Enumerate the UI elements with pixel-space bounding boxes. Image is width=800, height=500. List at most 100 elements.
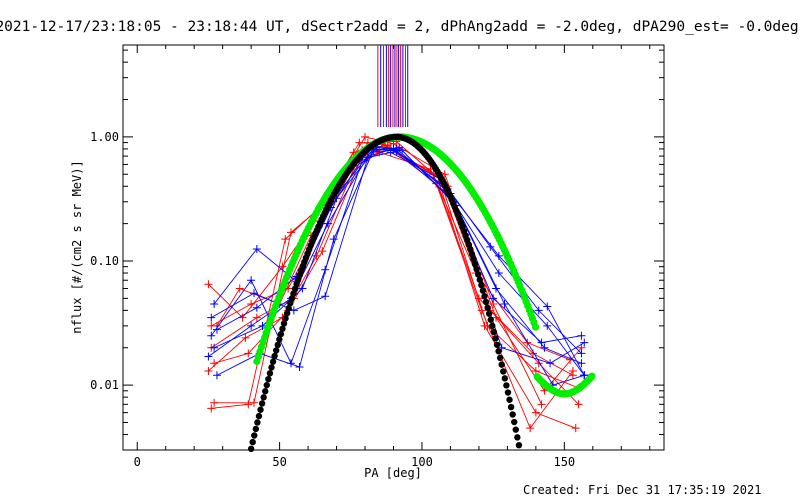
series-8-line bbox=[213, 145, 585, 376]
created-timestamp: Created: Fri Dec 31 17:35:19 2021 bbox=[523, 483, 761, 497]
series-16-point bbox=[504, 389, 512, 396]
series-8-point-1 bbox=[252, 244, 261, 253]
series-16-point bbox=[287, 300, 294, 307]
series-6-line bbox=[211, 140, 582, 392]
series-16-point bbox=[503, 382, 510, 389]
x-tick-label-100: 100 bbox=[411, 455, 433, 469]
series-4-point-0 bbox=[204, 366, 213, 375]
series-10-point-2 bbox=[295, 362, 304, 371]
series-0-point-8 bbox=[529, 349, 538, 358]
series-5-point-1 bbox=[235, 284, 244, 293]
series-16-point bbox=[496, 354, 504, 362]
series-16-point bbox=[511, 418, 518, 426]
series-3-point-8 bbox=[537, 400, 546, 409]
series-6-point-7 bbox=[492, 313, 501, 322]
series-16-point bbox=[509, 411, 516, 418]
series-9-point-9 bbox=[577, 331, 586, 340]
series-14-point-7 bbox=[494, 269, 503, 278]
series-2-point-0 bbox=[207, 404, 216, 413]
series-10-point-0 bbox=[212, 371, 221, 380]
series-1-point-9 bbox=[574, 400, 583, 409]
series-16-point bbox=[285, 305, 292, 312]
series-13-point-9 bbox=[577, 359, 586, 368]
series-12-point-5 bbox=[398, 146, 407, 155]
series-16-point bbox=[255, 412, 263, 420]
series-9-point-8 bbox=[537, 338, 546, 347]
series-16-point bbox=[481, 293, 488, 300]
series-16-point bbox=[288, 295, 296, 302]
series-16-point bbox=[252, 425, 260, 433]
series-16-point bbox=[263, 381, 270, 389]
y-tick-label-2: 0.01 bbox=[90, 378, 119, 392]
series-13-point-7 bbox=[492, 284, 501, 293]
series-12-point-0 bbox=[210, 343, 219, 352]
series-16-point bbox=[471, 260, 479, 268]
series-2-point-1 bbox=[244, 400, 253, 409]
series-16-point bbox=[507, 403, 515, 411]
x-tick-label-150: 150 bbox=[553, 455, 575, 469]
series-2-point-2 bbox=[281, 235, 290, 244]
series-4-point-9 bbox=[568, 366, 577, 375]
series-0-point-1 bbox=[238, 313, 247, 322]
series-16-point bbox=[478, 281, 485, 289]
series-15-point bbox=[531, 323, 540, 331]
series-16-point bbox=[490, 328, 498, 336]
series-14-line bbox=[216, 148, 585, 376]
series-16-point bbox=[501, 375, 509, 382]
series-16-point bbox=[276, 336, 283, 343]
x-axis-label: PA [deg] bbox=[364, 466, 422, 480]
series-16-point bbox=[262, 388, 269, 395]
series-7-line bbox=[213, 147, 579, 389]
series-9-point-7 bbox=[489, 294, 498, 303]
chart-title: 2021-12-17/23:18:05 - 23:18:44 UT, dSect… bbox=[0, 19, 799, 35]
series-16-point bbox=[265, 375, 272, 383]
series-16-point bbox=[493, 341, 501, 348]
series-16-point bbox=[498, 361, 505, 368]
series-12-line bbox=[213, 147, 585, 386]
series-16-point bbox=[514, 434, 521, 441]
series-11-point-2 bbox=[289, 306, 298, 315]
series-16-point bbox=[475, 271, 482, 278]
series-14-point-0 bbox=[212, 325, 221, 334]
series-3-point-2 bbox=[286, 228, 295, 237]
series-16-point bbox=[283, 310, 291, 317]
series-10-point-3 bbox=[329, 235, 338, 244]
series-7-point-0 bbox=[210, 359, 219, 368]
series-16-point bbox=[258, 400, 266, 407]
series-0-point-2 bbox=[278, 262, 287, 271]
series-10-point-9 bbox=[580, 338, 589, 347]
series-16-point bbox=[512, 426, 519, 433]
series-12-point-2 bbox=[298, 284, 307, 293]
series-10-point-8 bbox=[546, 359, 555, 368]
series-9-point-0 bbox=[207, 331, 216, 340]
series-6-point-1 bbox=[252, 313, 261, 322]
x-tick-label-0: 0 bbox=[134, 455, 141, 469]
series-16-point bbox=[249, 438, 256, 446]
series-1-line bbox=[211, 145, 579, 405]
series-16-point bbox=[271, 352, 278, 360]
series-16-point bbox=[266, 370, 274, 377]
series-10-point-7 bbox=[497, 343, 506, 352]
series-14-point-9 bbox=[580, 371, 589, 380]
series-16-point bbox=[277, 330, 285, 338]
series-16-point bbox=[467, 246, 474, 253]
series-13-point-8 bbox=[540, 343, 549, 352]
series-16-point bbox=[251, 432, 258, 439]
series-3-point-4 bbox=[361, 132, 370, 141]
series-8-point-8 bbox=[543, 302, 552, 311]
series-11-point-1 bbox=[249, 289, 258, 298]
series-7-point-3 bbox=[318, 247, 327, 256]
series-16-point bbox=[274, 341, 281, 349]
series-1 bbox=[207, 141, 583, 409]
series-16-point bbox=[492, 335, 499, 342]
series-16-point bbox=[272, 347, 280, 354]
axes-layer: 0 50 100 150 1.00 0.10 0.01 bbox=[90, 45, 664, 469]
series-8-point-0 bbox=[210, 300, 219, 309]
series-4-point-1 bbox=[241, 333, 250, 342]
series-2-point-9 bbox=[571, 424, 580, 433]
series-0-point-0 bbox=[204, 280, 213, 289]
series-11-point-8 bbox=[534, 306, 543, 315]
y-axis-label: nflux [#/(cm2 s sr MeV)] bbox=[70, 160, 84, 333]
series-16-point bbox=[280, 320, 288, 327]
